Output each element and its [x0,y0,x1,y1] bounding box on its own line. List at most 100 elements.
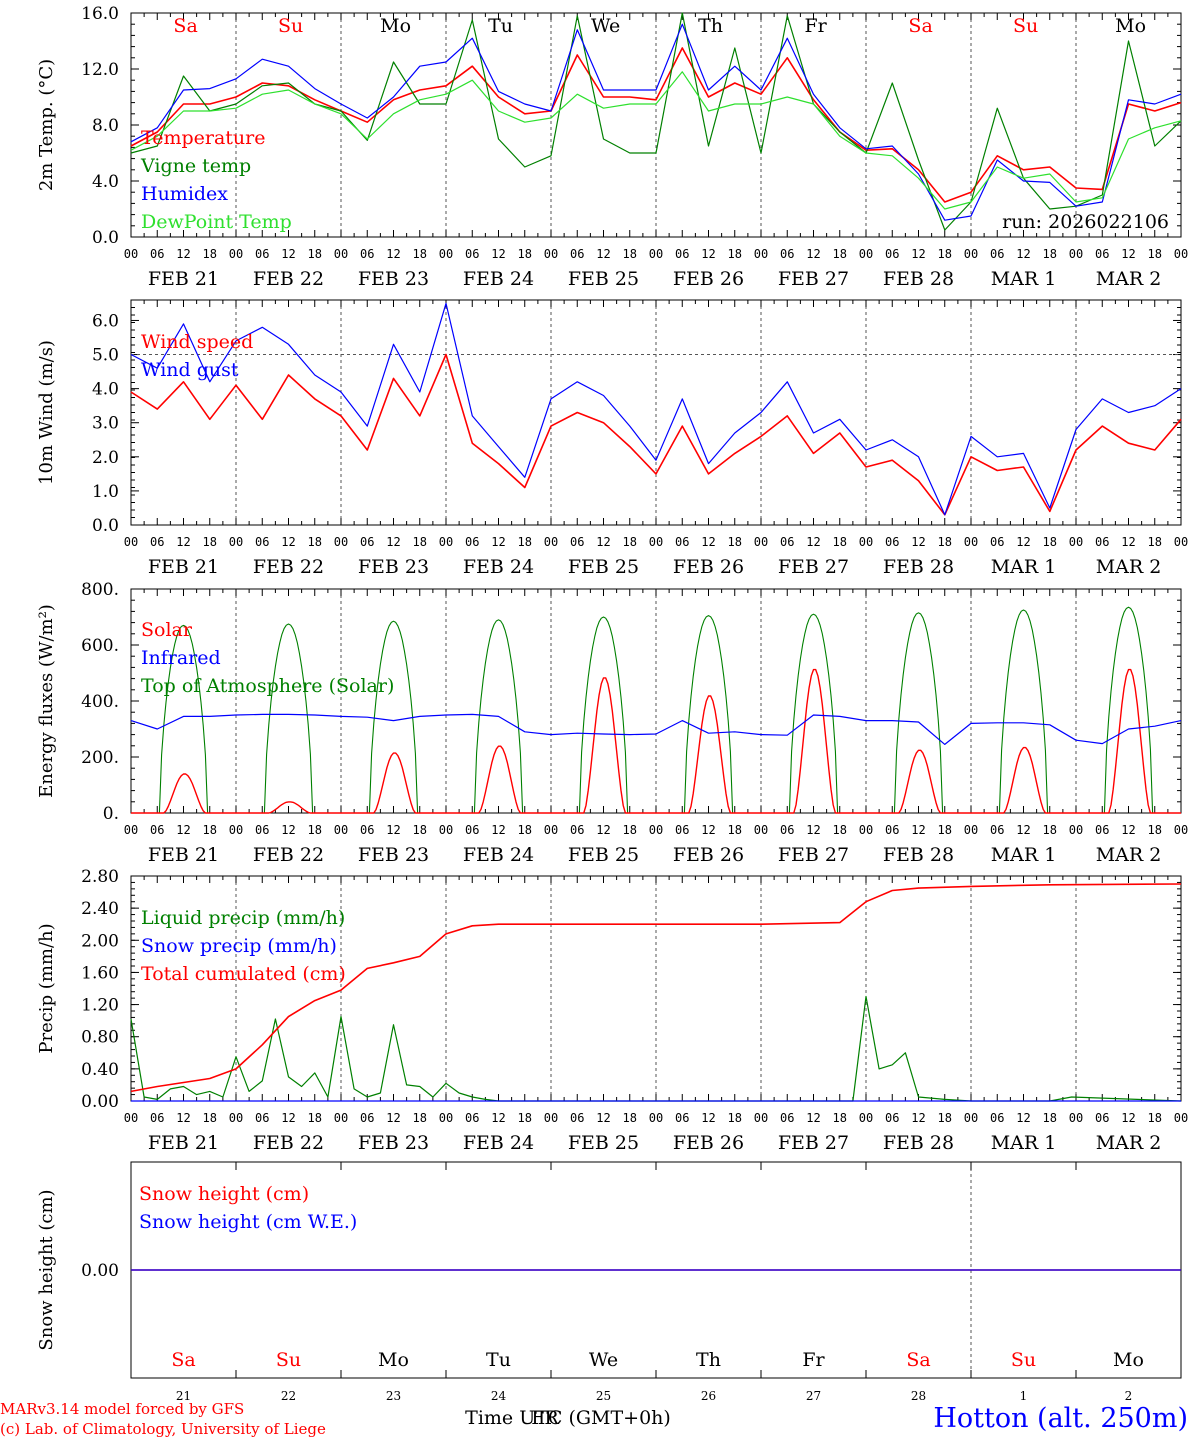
hour-tick-label: 18 [308,247,322,261]
humidex-line [130,23,1182,221]
hour-tick-label: 06 [990,535,1004,549]
hour-tick-label: 00 [1174,247,1188,261]
weekday-label: Mo [1115,15,1146,37]
hour-tick-label: 18 [518,535,532,549]
hour-tick-label: 12 [596,535,610,549]
y-tick-label: 1.20 [81,996,119,1016]
hour-tick-label: 12 [596,823,610,837]
date-label: FEB 27 [778,844,849,866]
hour-tick-label: 18 [623,535,637,549]
hour-tick-label: 12 [176,535,190,549]
hour-tick-label: 12 [491,1111,505,1125]
date-label: FEB 26 [673,1132,744,1154]
hour-tick-label: 18 [833,823,847,837]
y-tick-label: 2.0 [92,448,119,468]
hour-tick-label: 18 [308,535,322,549]
weekday-label: Su [1011,1349,1036,1371]
y-tick-label: 2.80 [81,867,119,887]
hour-tick-label: 18 [938,535,952,549]
hour-tick-label: 00 [859,1111,873,1125]
hour-tick-label: 18 [1148,535,1162,549]
hour-tick-label: 18 [203,823,217,837]
date-label: FEB 24 [463,268,534,290]
hour-tick-label: 12 [806,535,820,549]
weekday-label: Sa [171,1349,195,1371]
hour-tick-label: 12 [176,1111,190,1125]
hour-tick-label: 00 [229,823,243,837]
hour-tick-label: 06 [570,535,584,549]
hour-tick-label: 06 [1095,535,1109,549]
hour-tick-label: 00 [754,823,768,837]
date-label: FEB 27 [778,268,849,290]
hour-tick-label: 00 [859,535,873,549]
hour-tick-label: 00 [229,1111,243,1125]
hour-tick-label: 12 [911,247,925,261]
weekday-label: Mo [378,1349,409,1371]
legend-entry: Solar [141,619,193,641]
hour-tick-label: 12 [596,247,610,261]
y-axis-label: Precip (mm/h) [36,923,57,1053]
hour-tick-label: 00 [544,535,558,549]
hour-tick-label: 00 [334,1111,348,1125]
date-label: FEB 26 [673,268,744,290]
credit-line-2: (c) Lab. of Climatology, University of L… [0,1420,326,1438]
hour-tick-label: 18 [203,1111,217,1125]
date-label: FEB 25 [568,268,639,290]
y-axis-label: 2m Temp. (°C) [36,59,57,191]
date-label: FEB 23 [358,844,429,866]
hour-tick-label: 18 [413,535,427,549]
hour-tick-label: 06 [150,535,164,549]
panel-precip [130,875,1182,1102]
y-tick-label: 0.80 [81,1028,119,1048]
hour-tick-label: 18 [1043,247,1057,261]
hour-tick-label: 06 [675,535,689,549]
hour-tick-label: 12 [386,1111,400,1125]
y-tick-label: 16.0 [81,4,119,24]
legend-entry: Wind gust [141,359,239,381]
hour-tick-label: 18 [413,1111,427,1125]
hour-tick-label: 12 [701,823,715,837]
hour-tick-label: 12 [386,535,400,549]
hour-tick-label: 00 [439,823,453,837]
hour-tick-label: 00 [964,535,978,549]
y-tick-label: 0. [103,804,119,824]
legend-entry: Infrared [141,647,221,669]
hour-tick-label: 06 [150,1111,164,1125]
day-number-label: 23 [386,1389,401,1403]
hour-tick-label: 12 [701,1111,715,1125]
hour-tick-label: 12 [386,247,400,261]
hour-tick-label: 06 [885,1111,899,1125]
hour-tick-label: 00 [1174,1111,1188,1125]
hour-tick-label: 12 [1016,1111,1030,1125]
hour-tick-label: 12 [1121,535,1135,549]
date-label: MAR 1 [991,268,1057,290]
hour-tick-label: 18 [203,535,217,549]
date-label: FEB 24 [463,556,534,578]
plot-frame [130,299,1182,526]
legend-entry: Wind speed [141,331,253,353]
legend-entry: DewPoint Temp [141,211,292,233]
hour-tick-label: 18 [833,247,847,261]
hour-tick-label: 18 [623,1111,637,1125]
weekday-label: Th [698,15,723,37]
hour-tick-label: 12 [1016,535,1030,549]
hour-tick-label: 00 [334,535,348,549]
weekday-label: We [591,15,620,37]
weekday-label: Mo [1113,1349,1144,1371]
hour-tick-label: 12 [281,823,295,837]
y-tick-label: 8.0 [92,116,119,136]
date-label: FEB 27 [778,1132,849,1154]
hour-tick-label: 00 [1174,823,1188,837]
hour-tick-label: 06 [1095,1111,1109,1125]
hour-tick-label: 18 [833,1111,847,1125]
y-tick-label: 12.0 [81,60,119,80]
hour-tick-label: 12 [596,1111,610,1125]
date-label: FEB 25 [568,1132,639,1154]
run-label: run: 2026022106 [1002,211,1169,233]
date-label: MAR 2 [1096,1132,1162,1154]
date-label: MAR 2 [1096,844,1162,866]
hour-tick-label: 18 [728,1111,742,1125]
hour-tick-label: 18 [623,247,637,261]
hour-tick-label: 12 [281,535,295,549]
